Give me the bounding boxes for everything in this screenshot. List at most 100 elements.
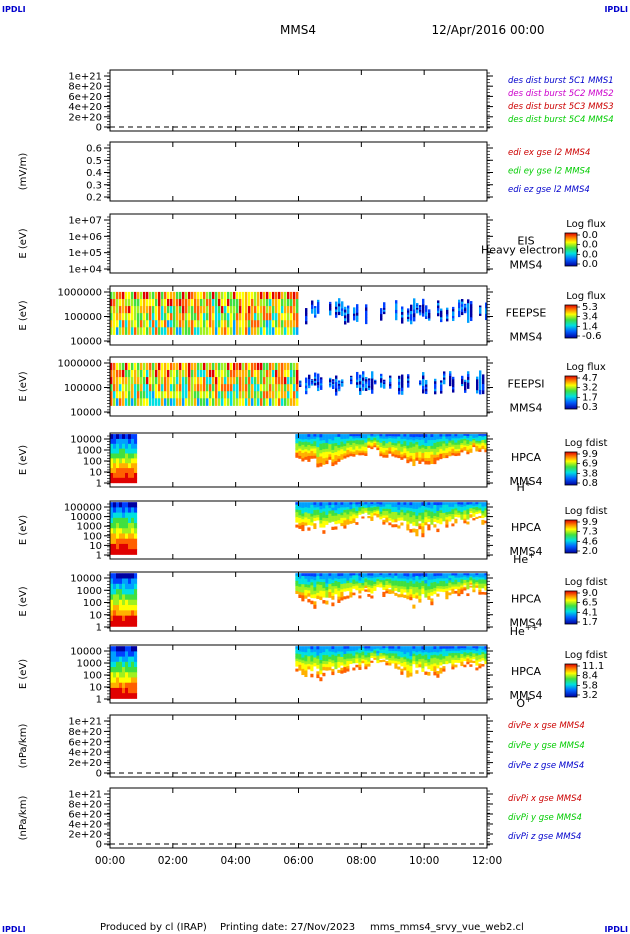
ylabel: (nPa/km) xyxy=(18,796,29,841)
instrument-label: FEEPSE xyxy=(506,307,547,320)
legend-entry: divPe z gse MMS4 xyxy=(508,761,584,771)
panel-eis: 1e+07 1e+06 1e+05 1e+04 E (eV) EIS MMS4 Heavy e… xyxy=(18,213,606,276)
ytick-label: 4e+20 xyxy=(68,748,102,759)
spacecraft-label: MMS4 xyxy=(510,617,543,630)
panel-frame xyxy=(109,356,488,417)
panel-edi: 0.60.50.40.3 0.2 (mV/m) edi ex gse l2 MMS4 e… xyxy=(18,141,590,204)
ylabel: E (eV) xyxy=(18,586,29,616)
colorbar-label: 0.0 xyxy=(582,259,598,270)
spacecraft-label: MMS4 xyxy=(510,402,543,415)
ytick-label: 1000 xyxy=(77,586,102,597)
colorbar-title: Log fdist xyxy=(565,577,608,588)
ytick-label: 1e+05 xyxy=(68,248,102,259)
spectrogram-feepsi xyxy=(110,362,485,406)
ytick-label: 1 xyxy=(96,551,102,562)
ytick-label: 0 xyxy=(96,123,102,134)
colorbar-label: 5.8 xyxy=(582,680,598,691)
instrument-label: FEEPSI xyxy=(507,378,544,391)
ylabel: E (eV) xyxy=(18,659,29,689)
colorbar-label: 9.9 xyxy=(582,517,598,528)
colorbar-label: 0.0 xyxy=(582,240,598,251)
spacecraft-label: MMS4 xyxy=(510,545,543,558)
ytick-label: 1000000 xyxy=(57,288,102,299)
xtick-label: 04:00 xyxy=(221,855,251,867)
ytick-label: 10 xyxy=(89,610,102,621)
colorbar-label: 2.0 xyxy=(582,546,598,557)
colorbar xyxy=(564,519,578,554)
ytick-label: 1e+07 xyxy=(68,216,102,227)
legend-entry: divPi x gse MMS4 xyxy=(508,794,582,804)
instrument-label: HPCA xyxy=(511,593,542,606)
colorbar-label: 6.5 xyxy=(582,598,598,609)
panel-frame xyxy=(109,141,488,202)
ytick-label: 0.5 xyxy=(86,156,102,167)
species-label: He++ xyxy=(510,623,538,638)
ytick-label: 6e+20 xyxy=(68,737,102,748)
colorbar-label: 8.4 xyxy=(582,671,598,682)
ytick-label: 1000 xyxy=(77,659,102,670)
ylabel: E (eV) xyxy=(18,515,29,545)
legend-entry: des dist burst 5C3 MMS3 xyxy=(508,102,614,112)
colorbar-label: 1.7 xyxy=(582,392,598,403)
overlay-text: Heavy electron to xyxy=(481,244,579,257)
spacecraft-label: MMS4 xyxy=(510,259,543,272)
spectrogram-feepse xyxy=(110,291,487,335)
spacecraft-label: MMS4 xyxy=(510,689,543,702)
ytick-label: 100 xyxy=(83,598,102,609)
legend-entry: des dist burst 5C1 MMS1 xyxy=(508,76,614,86)
ytick-label: 0 xyxy=(96,840,102,851)
ytick-label: 1e+21 xyxy=(68,790,102,801)
footer-printing-date: Printing date: 27/Nov/2023 xyxy=(220,922,355,933)
legend-entry: divPi z gse MMS4 xyxy=(508,832,581,842)
colorbar xyxy=(564,451,578,486)
panel-frame xyxy=(109,787,488,849)
spectrogram-hpca-o xyxy=(110,646,487,699)
xtick-label: 00:00 xyxy=(95,855,125,867)
ytick-label: 0.6 xyxy=(86,144,102,155)
colorbar-label: 0.8 xyxy=(582,478,598,489)
ylabel: E (eV) xyxy=(18,228,29,258)
corner-label-top-left: IPDLI xyxy=(2,5,26,14)
colorbar-label: 9.0 xyxy=(582,588,598,599)
instrument-label: HPCA xyxy=(511,521,542,534)
colorbar xyxy=(564,375,578,410)
colorbar xyxy=(564,663,578,698)
colorbar-label: 4.7 xyxy=(582,373,598,384)
ytick-label: 1e+21 xyxy=(68,72,102,83)
colorbar-label: 7.3 xyxy=(582,527,598,538)
ytick-label: 0.3 xyxy=(86,180,102,191)
ytick-label: 1 xyxy=(96,479,102,490)
ytick-label: 1000 xyxy=(77,446,102,457)
ytick-label: 0 xyxy=(96,769,102,780)
ytick-label: 8e+20 xyxy=(68,82,102,93)
panel-frame xyxy=(109,69,488,132)
ylabel: E (eV) xyxy=(18,445,29,475)
legend-entry: edi ey gse l2 MMS4 xyxy=(508,167,590,177)
species-label: O+ xyxy=(516,695,531,710)
legend-entry: divPi y gse MMS4 xyxy=(508,813,582,823)
colorbar-title: Log flux xyxy=(566,362,606,373)
colorbar-label: 4.6 xyxy=(582,536,598,547)
colorbar xyxy=(564,304,578,339)
xtick-label: 02:00 xyxy=(158,855,188,867)
ytick-label: 1000000 xyxy=(57,359,102,370)
corner-label-bottom-right: IPDLI xyxy=(604,925,628,934)
ylabel: E (eV) xyxy=(18,371,29,401)
legend-entry: des dist burst 5C4 MMS4 xyxy=(508,115,614,125)
panel-frame xyxy=(109,285,488,346)
colorbar-label: 9.9 xyxy=(582,449,598,460)
spacecraft-label: MMS4 xyxy=(510,331,543,344)
colorbar-title: Log flux xyxy=(566,219,606,230)
ytick-label: 10000 xyxy=(70,337,102,348)
ytick-label: 0.2 xyxy=(86,193,102,204)
colorbar-label: -0.6 xyxy=(582,331,602,342)
header-spacecraft: MMS4 xyxy=(280,23,316,37)
ytick-label: 100000 xyxy=(64,503,102,514)
ytick-label: 1e+06 xyxy=(68,232,102,243)
